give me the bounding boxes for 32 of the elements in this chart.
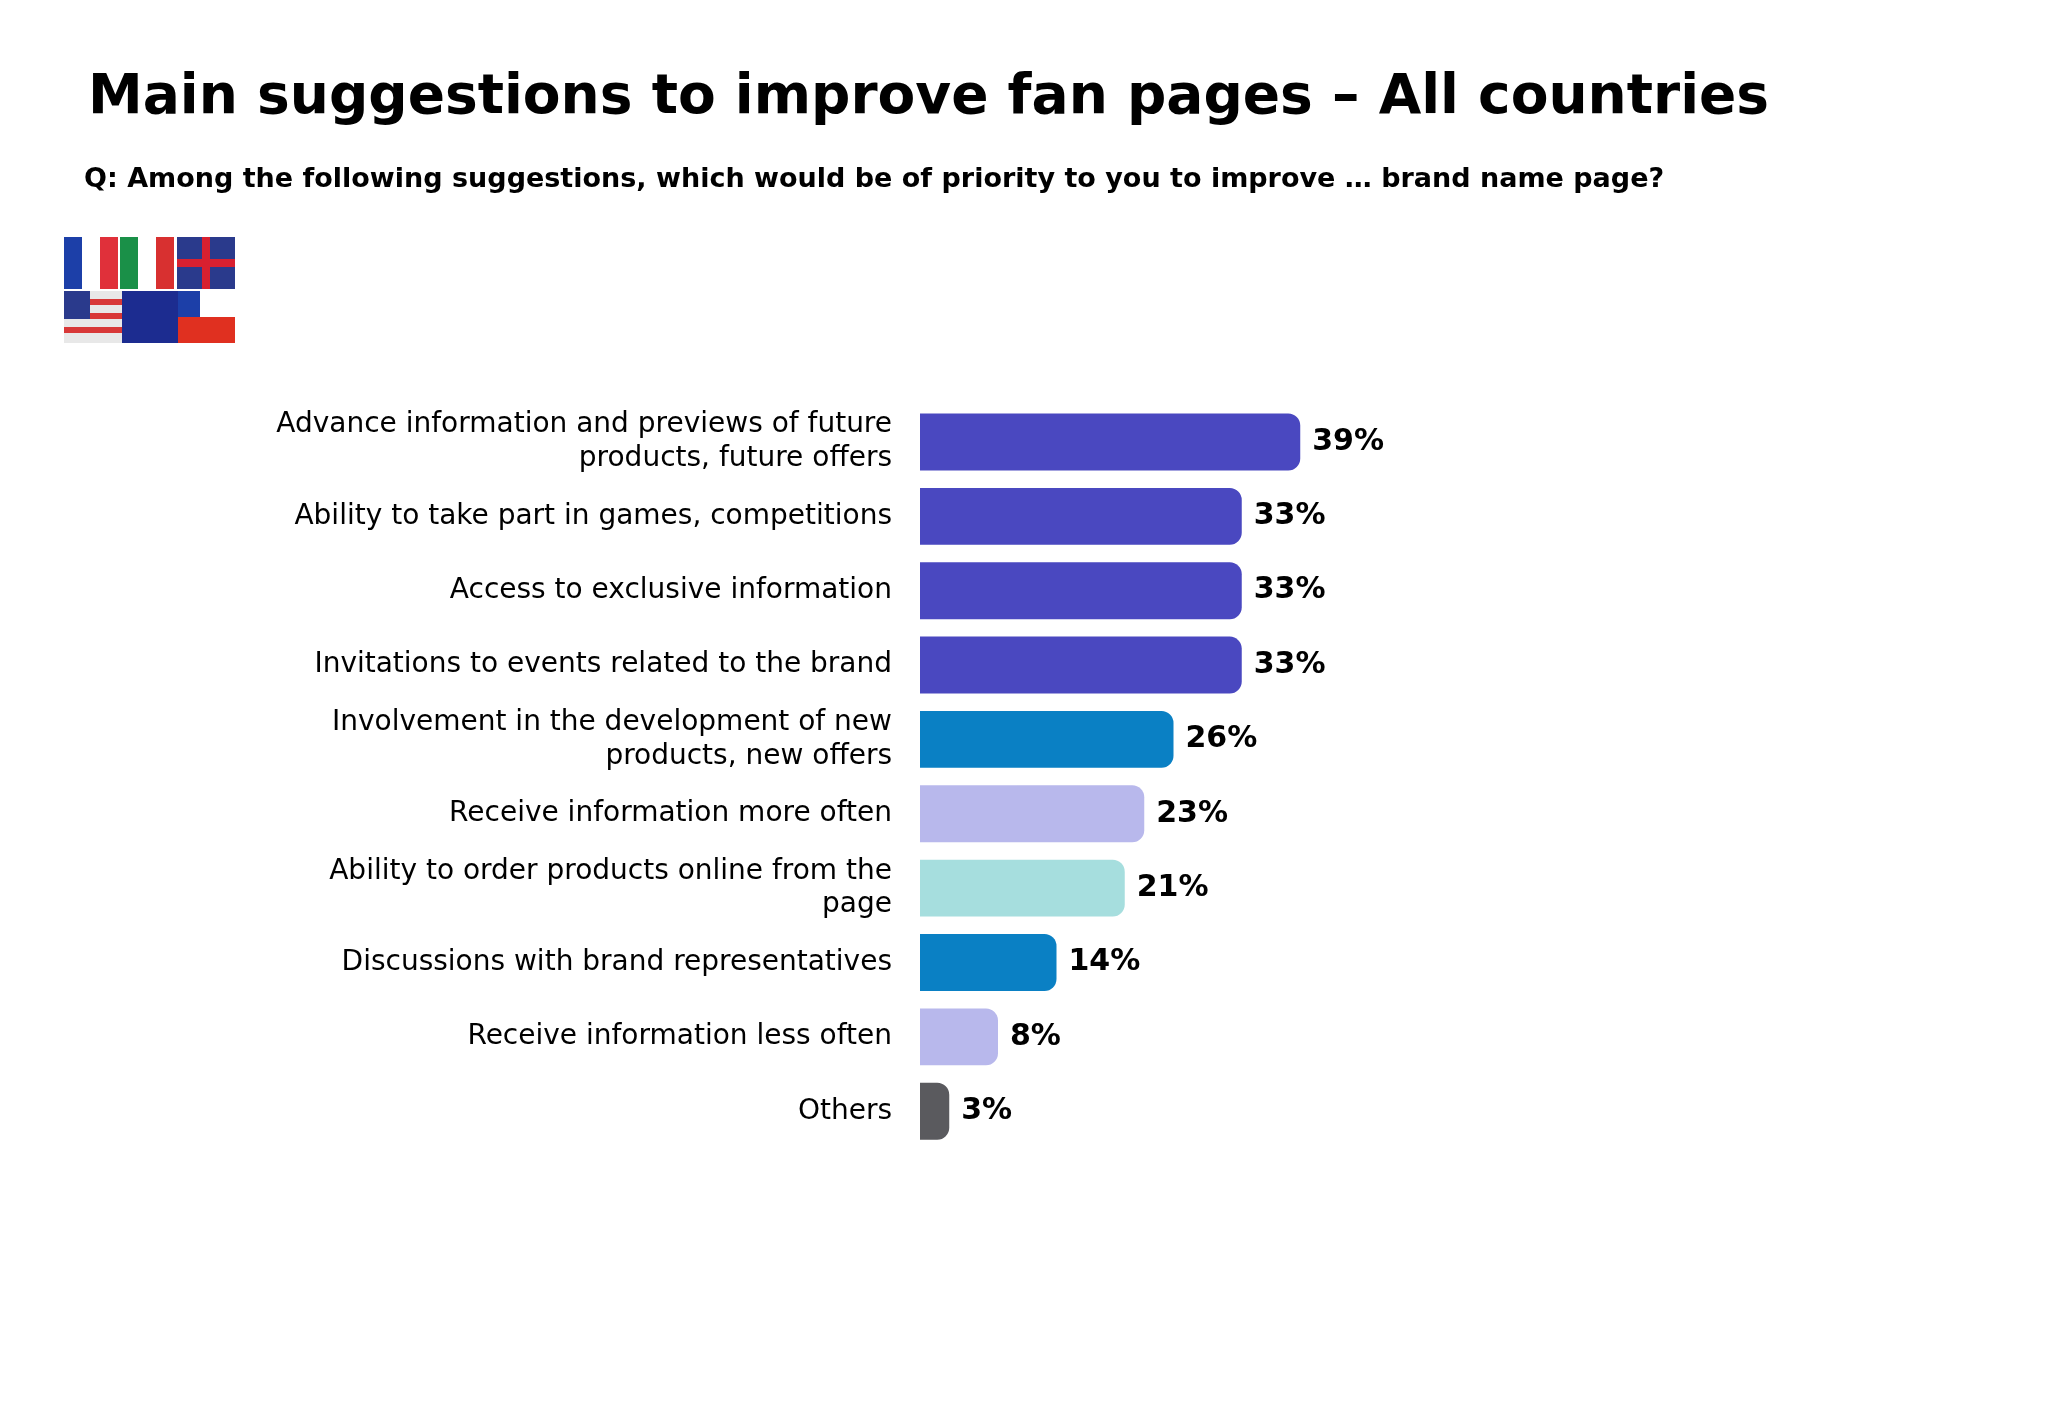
data-label: 21% — [1136, 867, 1209, 903]
data-label: 26% — [1185, 719, 1258, 755]
bar — [920, 562, 1242, 620]
bar — [920, 1008, 998, 1066]
y-tick-label: Discussions with brand representatives — [341, 943, 892, 977]
data-label: 39% — [1312, 421, 1385, 457]
bar — [920, 785, 1145, 843]
bar — [920, 1082, 950, 1140]
chart-subtitle: Q: Among the following suggestions, which would be of priority to you to improve … brand name page? — [84, 162, 1665, 193]
y-tick-label: Others — [797, 1092, 892, 1126]
data-label: 14% — [1068, 942, 1141, 978]
data-label: 33% — [1253, 496, 1326, 532]
y-tick-label: Involvement in the development of new products, new offers — [331, 703, 892, 771]
bar — [920, 636, 1242, 694]
y-tick-label: Advance information and previews of future products, future offers — [276, 406, 892, 474]
bar — [920, 413, 1301, 471]
data-label: 33% — [1253, 644, 1326, 680]
bar — [920, 859, 1125, 917]
y-tick-label: Invitations to events related to the brand — [314, 646, 892, 680]
y-tick-label: Receive information less often — [467, 1018, 892, 1052]
bar — [920, 710, 1174, 768]
y-tick-label: Ability to order products online from the page — [329, 852, 892, 920]
data-label: 3% — [961, 1091, 1013, 1127]
y-tick-label: Ability to take part in games, competitions — [294, 497, 892, 531]
chart-title: Main suggestions to improve fan pages – All countries — [88, 62, 1770, 126]
data-label: 33% — [1253, 570, 1326, 606]
y-tick-label: Access to exclusive information — [449, 571, 892, 605]
bar — [920, 934, 1057, 991]
data-label: 8% — [1010, 1016, 1061, 1052]
y-tick-label: Receive information more often — [449, 795, 892, 829]
data-label: 23% — [1156, 793, 1229, 829]
bar — [920, 487, 1242, 545]
